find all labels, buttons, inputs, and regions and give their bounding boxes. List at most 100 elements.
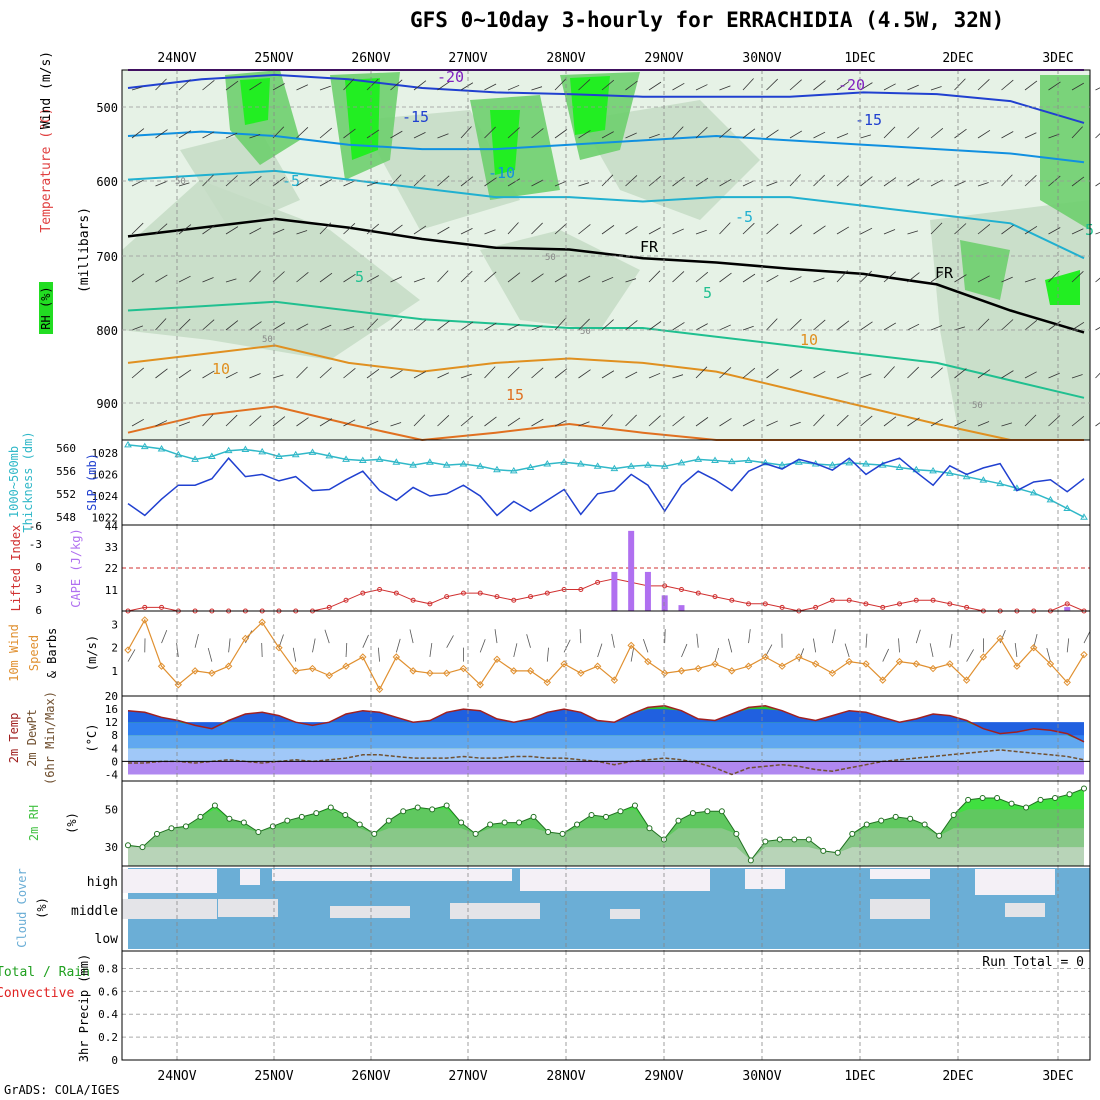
wind-barb	[131, 273, 145, 283]
cape-axis-title: CAPE (J/kg)	[69, 528, 83, 607]
rh-2m-point	[820, 847, 827, 854]
contour-label: 50	[972, 401, 983, 411]
wind-barb	[484, 177, 497, 187]
wind-barb	[249, 227, 262, 235]
wind-barb	[907, 127, 920, 139]
wind-barb	[155, 274, 168, 283]
temp-band	[128, 722, 1084, 742]
cloud-mid-clear	[610, 909, 640, 919]
contour-label: 10	[212, 360, 230, 378]
wind-barb	[225, 320, 239, 331]
wind-barb	[789, 79, 802, 91]
wind-barb	[578, 275, 591, 283]
rh-2m-point	[327, 804, 334, 811]
wind-barb	[484, 229, 496, 235]
thickness-point	[526, 463, 535, 470]
wind-axis-title: Wind (m/s)	[39, 51, 54, 129]
thickness-tick: 556	[56, 465, 76, 478]
wind-barb	[319, 324, 332, 331]
wind-speed-point	[694, 664, 702, 673]
lifted-index-point	[930, 597, 936, 603]
wind-barb	[494, 629, 498, 644]
wind-barb	[479, 639, 486, 653]
wind-barb	[178, 318, 191, 331]
wind-barb	[601, 174, 614, 187]
wind-barb	[748, 629, 751, 644]
wind-barb	[597, 643, 603, 658]
wind-barb	[531, 273, 544, 283]
rh-light-fill	[122, 180, 420, 360]
rh2m-axis-title-unit: (%)	[65, 812, 79, 834]
thickness-point	[1046, 495, 1055, 503]
wind-barb	[131, 86, 143, 91]
wind-barb	[1024, 414, 1037, 427]
wind-speed-point	[325, 671, 333, 680]
temp2m-axis-title-3: (6hr Min/Max)	[43, 691, 57, 785]
wind-barb	[319, 85, 331, 91]
lifted-index-point	[762, 601, 768, 607]
wind-barb	[954, 326, 966, 331]
wind-barb	[155, 223, 168, 235]
lifted-index-point	[947, 601, 953, 607]
wind-barb	[882, 648, 890, 662]
wind-barb	[625, 414, 637, 427]
rh-2m-point	[791, 836, 798, 843]
date-label-top: 28NOV	[546, 51, 585, 66]
wind-barb	[272, 322, 286, 331]
wind-barb	[202, 277, 214, 283]
thickness-point	[308, 448, 317, 455]
date-label-bottom: 27NOV	[448, 1069, 487, 1084]
slp-tick: 1022	[92, 512, 119, 525]
wind-barb	[625, 278, 637, 283]
wind-barb	[789, 174, 801, 187]
wind-speed-point	[292, 667, 300, 675]
thickness-point	[224, 446, 233, 454]
wind-tick: 3	[111, 619, 118, 632]
wind-barb	[813, 80, 826, 91]
date-label-top: 26NOV	[351, 51, 390, 66]
rh-light-fill	[930, 200, 1090, 440]
date-label-top: 25NOV	[254, 51, 293, 66]
wind-barb	[272, 176, 286, 187]
wind-barb	[1048, 415, 1061, 427]
wind-barb	[883, 322, 897, 331]
wind-barb	[681, 643, 688, 658]
wind-barb	[413, 174, 426, 187]
wind-barb	[176, 643, 179, 658]
thickness-point	[1080, 513, 1088, 520]
wind-barb	[648, 415, 661, 427]
temperature-axis-title: Temperature (°C)	[39, 107, 54, 232]
wind-barb	[437, 372, 450, 379]
wind-barb	[413, 225, 427, 235]
wind-barb	[319, 127, 333, 139]
wind-barb	[554, 223, 567, 235]
wind-barb	[272, 374, 284, 379]
wind-barb	[601, 276, 614, 283]
wind-barb	[319, 367, 332, 379]
cape-bar	[678, 605, 685, 611]
wind-barb	[554, 78, 567, 91]
wind-speed-point	[644, 657, 652, 666]
date-label-top: 30NOV	[742, 51, 781, 66]
date-label-bottom: 3DEC	[1042, 1069, 1073, 1084]
lifted-index-point	[729, 597, 735, 603]
wind-barb	[390, 224, 403, 235]
lifted-index-point	[846, 597, 852, 603]
wind-speed-point	[929, 664, 937, 673]
lifted-index-point	[528, 594, 534, 600]
lifted-index-point	[662, 583, 668, 589]
rh-2m-point	[849, 830, 856, 837]
wind-barb	[578, 421, 590, 427]
wind-barb	[249, 134, 261, 139]
cape-bar	[611, 571, 618, 611]
rh-2m-point	[240, 819, 247, 826]
wind-speed-point	[241, 634, 250, 643]
wind-barb	[836, 133, 849, 139]
wind-barb	[460, 126, 472, 139]
wind-barb	[131, 222, 144, 235]
lifted-index-point	[695, 590, 701, 596]
wind-barb	[366, 318, 379, 331]
wind-barb	[460, 321, 474, 331]
wind-barb	[1048, 270, 1060, 283]
